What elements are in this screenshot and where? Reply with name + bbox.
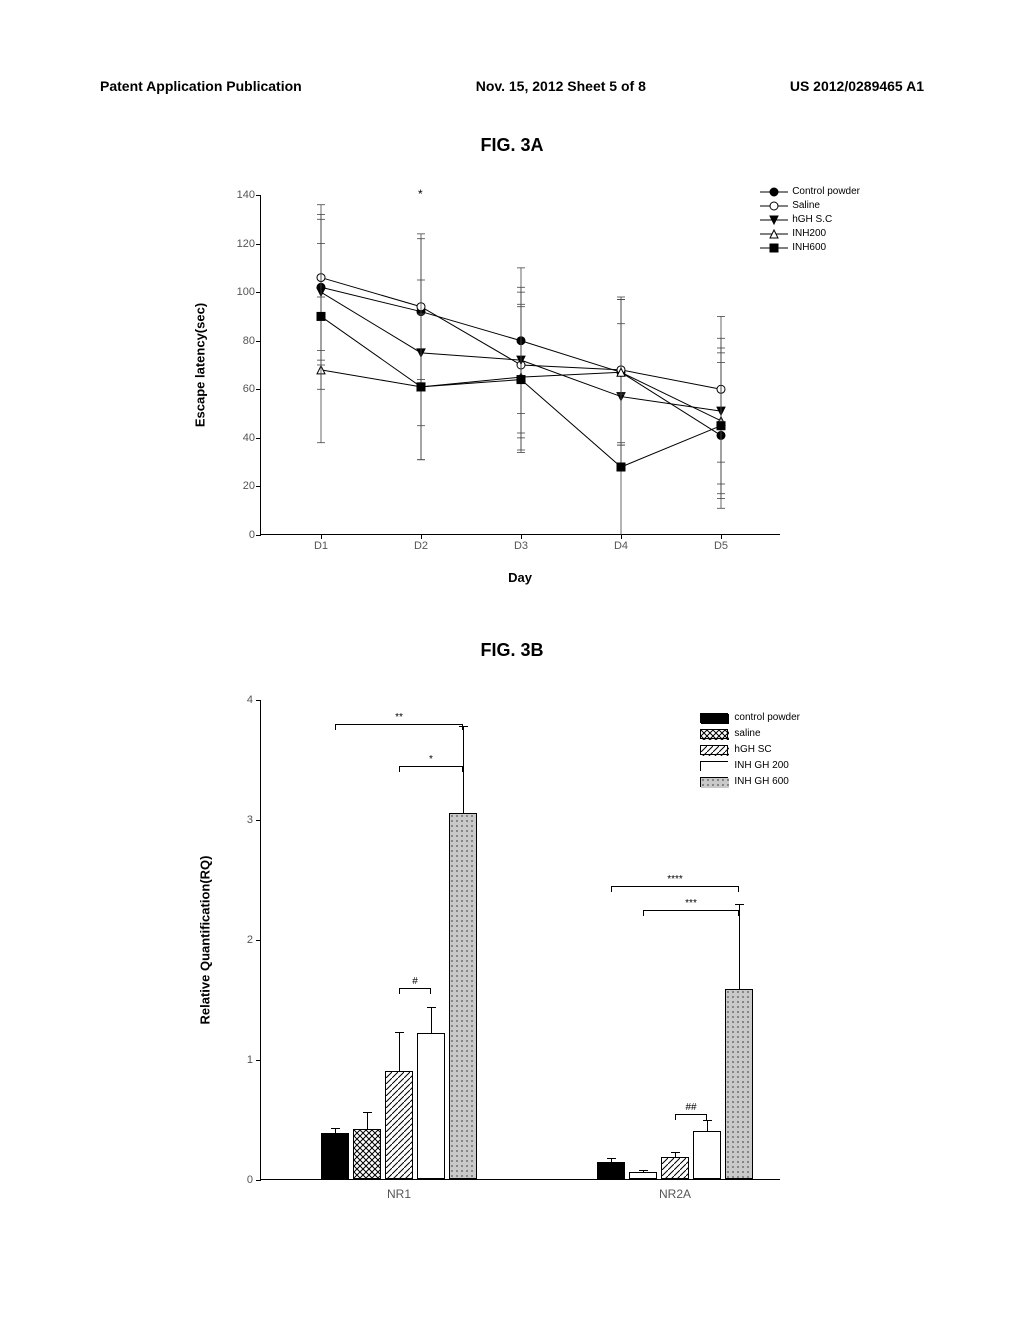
fig3b-legend-item: INH GH 600 <box>700 774 800 790</box>
fig3b-bar <box>385 1071 413 1179</box>
fig3b-sig-bracket: *** <box>643 898 739 916</box>
fig3b-legend-item: control powder <box>700 710 800 726</box>
fig3a-legend-item: Control powder <box>760 185 860 199</box>
fig3b-bar <box>417 1033 445 1179</box>
fig3b-bar <box>661 1157 689 1179</box>
fig3b-bar <box>449 813 477 1179</box>
fig3b-xcat: NR1 <box>387 1179 411 1201</box>
fig3b-bar <box>597 1162 625 1179</box>
fig3a-legend: Control powderSalinehGH S.CINH200INH600 <box>760 185 860 255</box>
fig3b-ylabel: Relative Quantification(RQ) <box>198 855 213 1024</box>
fig3b-sig-bracket: **** <box>611 874 739 892</box>
fig3a-ylabel: Escape latency(sec) <box>193 303 208 427</box>
patent-header: Patent Application Publication Nov. 15, … <box>0 78 1024 94</box>
fig3b-bar <box>629 1172 657 1179</box>
header-right: US 2012/0289465 A1 <box>790 78 924 94</box>
fig3a-legend-item: INH600 <box>760 241 860 255</box>
fig3a-title: FIG. 3A <box>0 135 1024 156</box>
fig3b-bar <box>693 1131 721 1179</box>
fig3b-chart: Relative Quantification(RQ) 01234NR1***#… <box>170 680 820 1240</box>
fig3a-chart: Escape latency(sec) Day 0204060801001201… <box>170 175 820 615</box>
fig3a-xlabel: Day <box>508 570 532 585</box>
fig3a-legend-item: Saline <box>760 199 860 213</box>
fig3a-sig-star: * <box>418 187 423 201</box>
fig3b-sig-bracket: ** <box>335 712 463 730</box>
fig3b-sig-bracket: # <box>399 976 431 994</box>
fig3a-legend-item: INH200 <box>760 227 860 241</box>
fig3b-xcat: NR2A <box>659 1179 691 1201</box>
fig3b-legend: control powdersalinehGH SCINH GH 200INH … <box>700 710 800 790</box>
fig3b-bar <box>353 1129 381 1179</box>
fig3a-legend-item: hGH S.C <box>760 213 860 227</box>
header-left: Patent Application Publication <box>100 78 302 94</box>
fig3b-sig-bracket: ## <box>675 1102 707 1120</box>
fig3b-legend-item: saline <box>700 726 800 742</box>
fig3a-plot-area: 020406080100120140D1D2D3D4D5* <box>260 195 780 535</box>
header-mid: Nov. 15, 2012 Sheet 5 of 8 <box>446 78 646 94</box>
fig3b-legend-item: INH GH 200 <box>700 758 800 774</box>
fig3b-title: FIG. 3B <box>0 640 1024 661</box>
fig3b-legend-item: hGH SC <box>700 742 800 758</box>
fig3b-bar <box>725 989 753 1179</box>
fig3b-bar <box>321 1133 349 1179</box>
fig3b-sig-bracket: * <box>399 754 463 772</box>
